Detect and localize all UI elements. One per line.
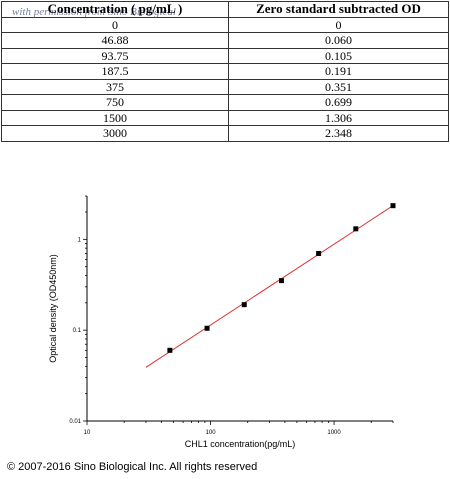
y-tick-label: 0.01 — [69, 419, 81, 425]
table-row: 46.88 0.060 — [2, 33, 449, 49]
concentration-cell: 0 — [2, 17, 229, 33]
y-tick-label: 1 — [78, 237, 82, 243]
standard-curve-table: with permission from Sino Biological Con… — [1, 1, 449, 142]
header-concentration-label: Concentration ( pg/mL ) — [48, 1, 183, 16]
table-row: 93.75 0.105 — [2, 48, 449, 64]
od-cell: 0.191 — [229, 64, 449, 80]
table-row: 750 0.699 — [2, 95, 449, 111]
x-tick-label: 10 — [84, 430, 91, 436]
od-cell: 0 — [229, 17, 449, 33]
concentration-cell: 1500 — [2, 110, 229, 126]
data-point — [279, 278, 284, 283]
data-point — [316, 251, 321, 256]
chart-ticks: 10 100 1000 0.01 0.1 1 — [69, 196, 393, 436]
concentration-cell: 187.5 — [2, 64, 229, 80]
concentration-cell: 375 — [2, 79, 229, 95]
x-axis-label: CHL1 concentration(pg/mL) — [185, 439, 296, 449]
data-point — [167, 348, 172, 353]
concentration-cell: 750 — [2, 95, 229, 111]
copyright-notice: © 2007-2016 Sino Biological Inc. All rig… — [7, 461, 257, 473]
od-cell: 2.348 — [229, 126, 449, 142]
header-od: Zero standard subtracted OD — [229, 2, 449, 18]
concentration-cell: 46.88 — [2, 33, 229, 49]
od-cell: 0.060 — [229, 33, 449, 49]
chart-axes — [87, 196, 393, 421]
table-header-row: with permission from Sino Biological Con… — [2, 2, 449, 18]
od-cell: 0.105 — [229, 48, 449, 64]
data-point — [353, 226, 358, 231]
concentration-cell: 93.75 — [2, 48, 229, 64]
table-row: 1500 1.306 — [2, 110, 449, 126]
data-point — [242, 302, 247, 307]
data-point — [391, 203, 396, 208]
table-row: 3000 2.348 — [2, 126, 449, 142]
header-concentration: with permission from Sino Biological Con… — [2, 2, 229, 18]
concentration-cell: 3000 — [2, 126, 229, 142]
od-cell: 0.351 — [229, 79, 449, 95]
x-tick-label: 100 — [206, 430, 217, 436]
data-point — [205, 326, 210, 331]
y-axis-label: Optical density (OD450nm) — [48, 254, 58, 363]
y-tick-label: 0.1 — [73, 328, 82, 334]
standard-curve-chart: 10 100 1000 0.01 0.1 1 CHL1 concentration(pg/… — [0, 190, 450, 455]
od-cell: 1.306 — [229, 110, 449, 126]
table-row: 375 0.351 — [2, 79, 449, 95]
table-row: 187.5 0.191 — [2, 64, 449, 80]
x-tick-label: 1000 — [327, 430, 341, 436]
od-cell: 0.699 — [229, 95, 449, 111]
